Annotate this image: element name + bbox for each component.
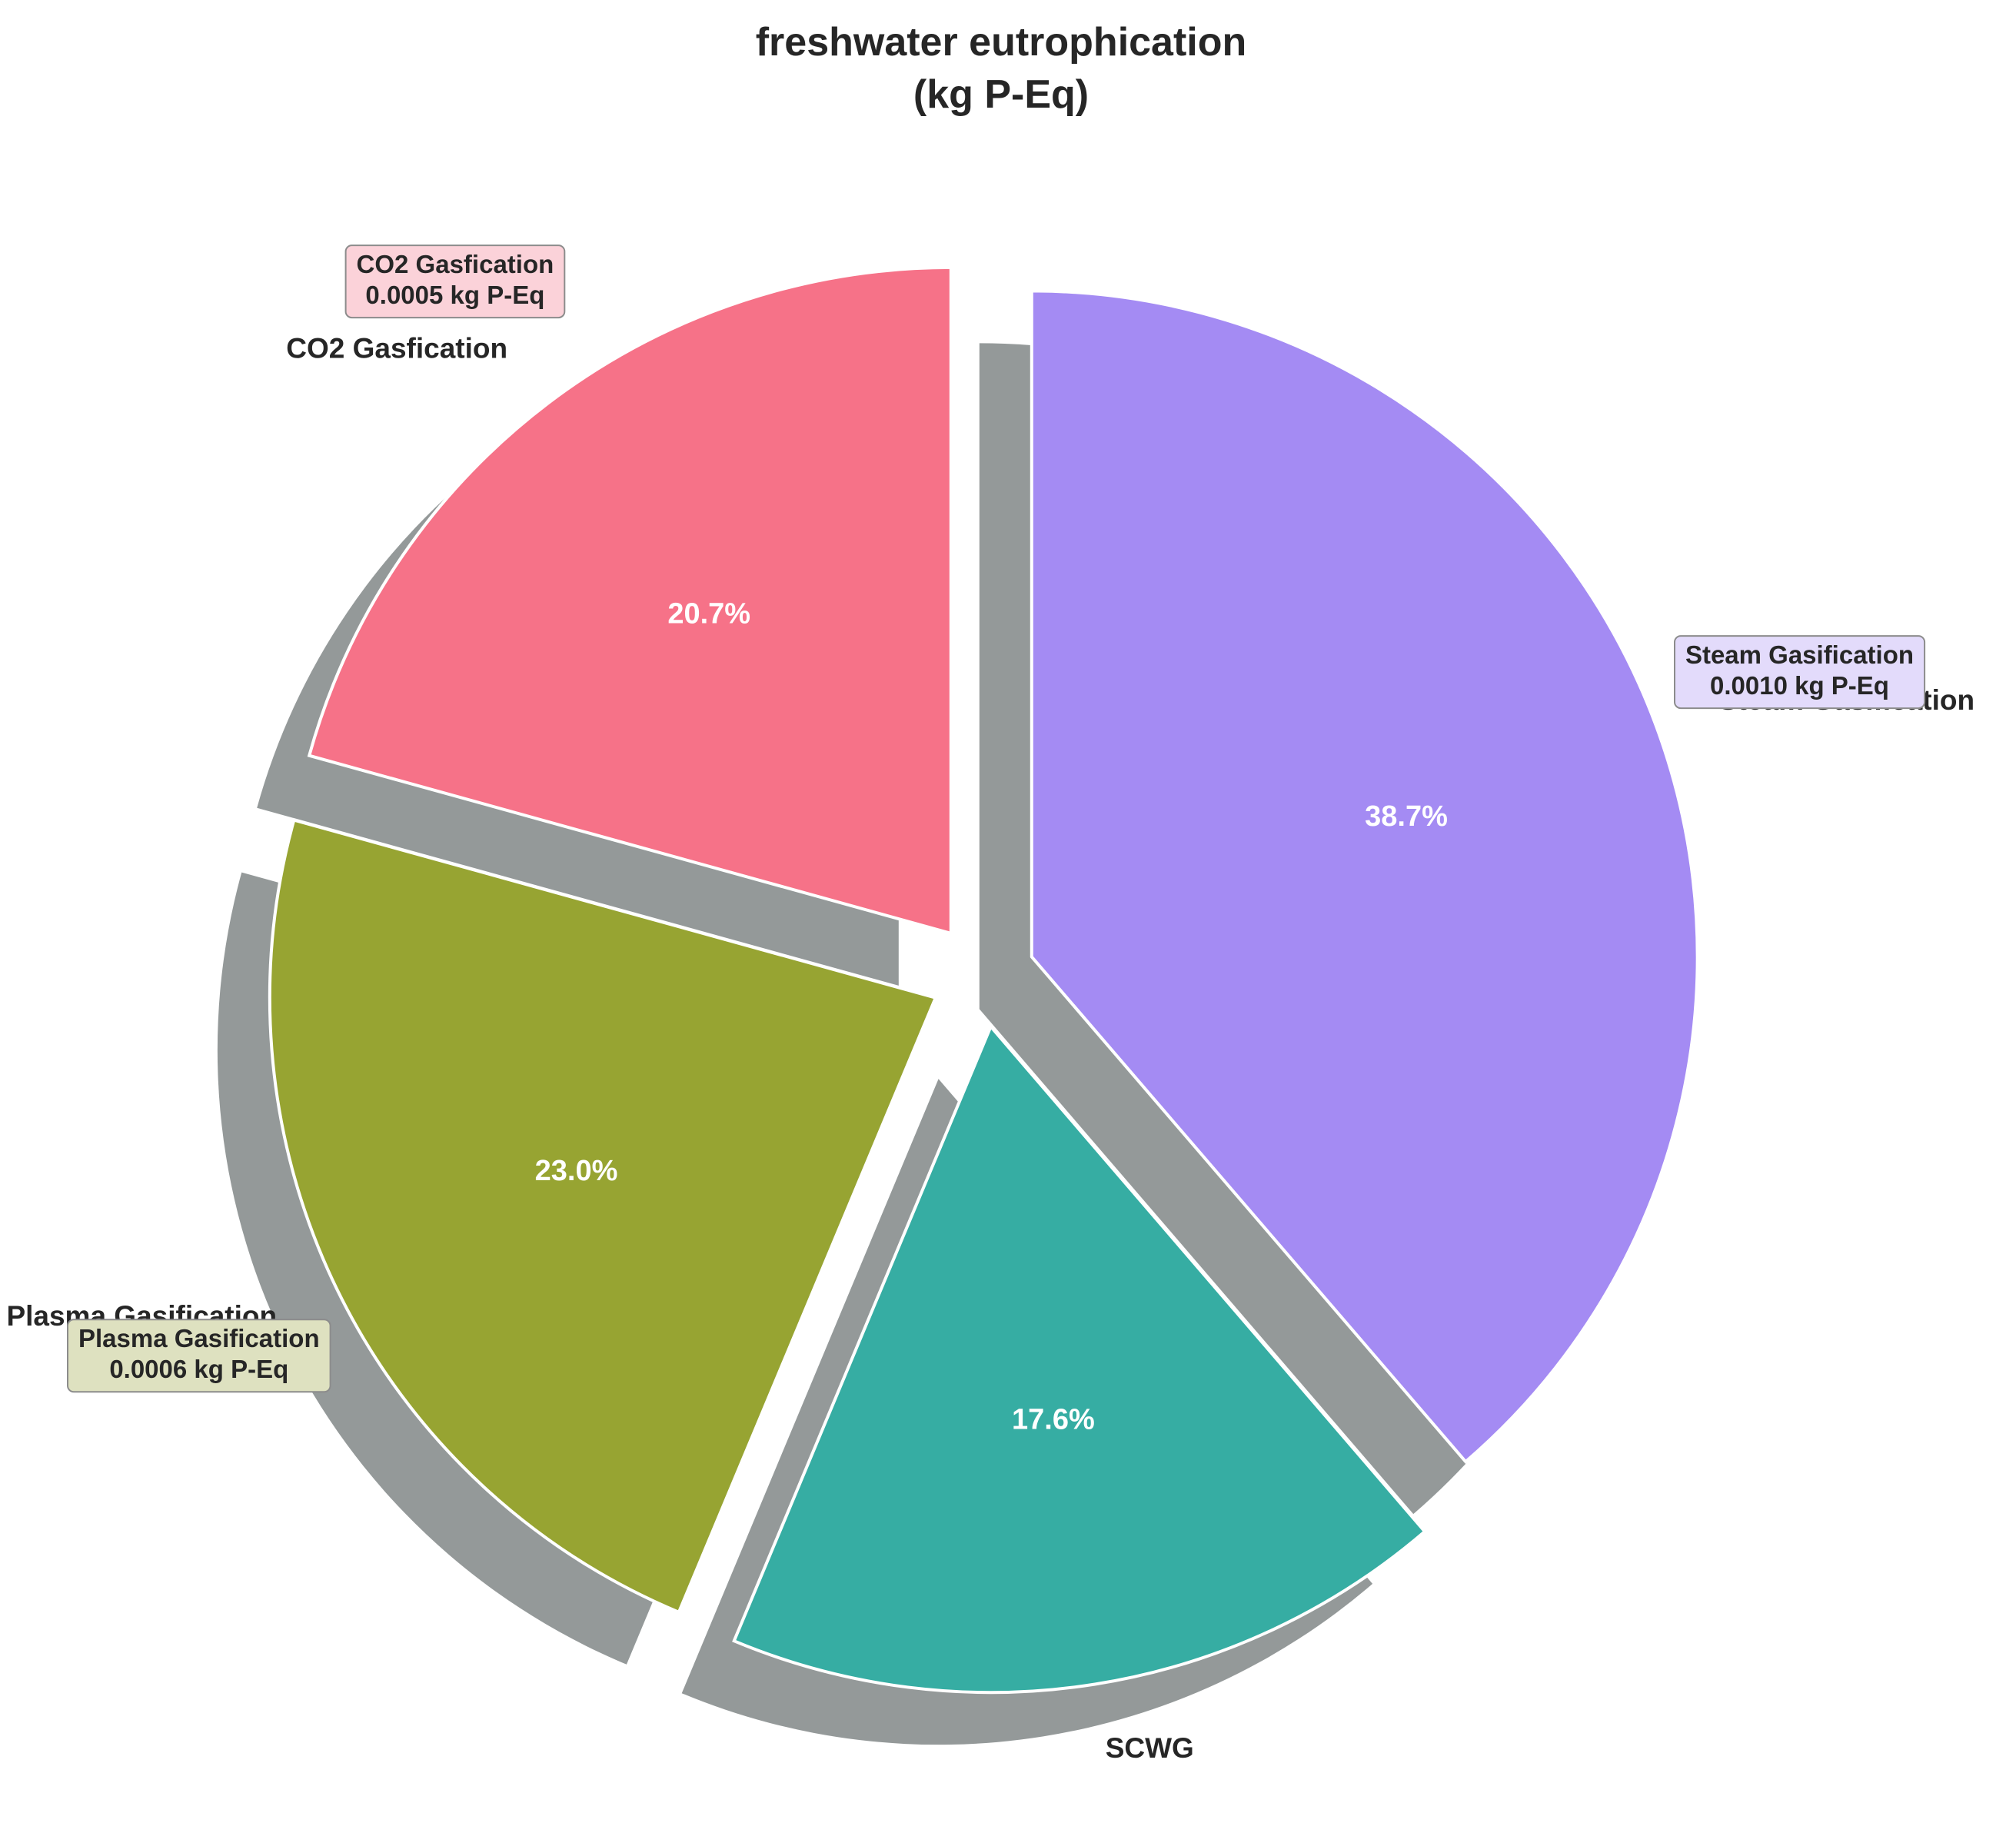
percent-label-scwg: 17.6% xyxy=(1012,1403,1095,1435)
annotation-name-co2-gasfication: CO2 Gasfication xyxy=(357,250,554,278)
slice-wedges xyxy=(268,265,1699,1695)
annotation-value-plasma-gasification: 0.0006 kg P-Eq xyxy=(109,1355,288,1383)
slice-co2-gasfication xyxy=(307,265,953,936)
chart-title: freshwater eutrophication xyxy=(756,20,1247,65)
percent-label-steam-gasification: 38.7% xyxy=(1365,800,1448,833)
annotation-name-steam-gasification: Steam Gasification xyxy=(1685,640,1914,669)
value-annotation-co2-gasfication: CO2 Gasfication 0.0005 kg P-Eq xyxy=(344,245,566,319)
percent-label-co2-gasfication: 20.7% xyxy=(667,597,750,630)
annotation-box-plasma-gasification xyxy=(67,1319,331,1393)
annotation-value-co2-gasfication: 0.0005 kg P-Eq xyxy=(365,281,544,309)
category-label-scwg: SCWG xyxy=(1106,1732,1194,1764)
percent-label-plasma-gasification: 23.0% xyxy=(535,1155,618,1187)
value-annotation-plasma-gasification: Plasma Gasification 0.0006 kg P-Eq xyxy=(67,1319,331,1393)
slice-scwg xyxy=(732,1023,1427,1695)
slice-plasma-gasification xyxy=(268,818,938,1615)
annotation-box-steam-gasification xyxy=(1674,635,1926,710)
slice-steam-gasification xyxy=(1030,289,1699,1464)
slice-labels: 20.7% CO2 Gasfication CO2 Gasfication 0.000… xyxy=(6,245,1974,1764)
chart-subtitle: (kg P-Eq) xyxy=(913,72,1089,117)
annotation-value-steam-gasification: 0.0010 kg P-Eq xyxy=(1710,671,1889,700)
annotation-name-plasma-gasification: Plasma Gasification xyxy=(78,1324,320,1352)
annotation-box-co2-gasfication xyxy=(344,245,566,319)
category-label-co2-gasfication: CO2 Gasfication xyxy=(286,332,507,364)
